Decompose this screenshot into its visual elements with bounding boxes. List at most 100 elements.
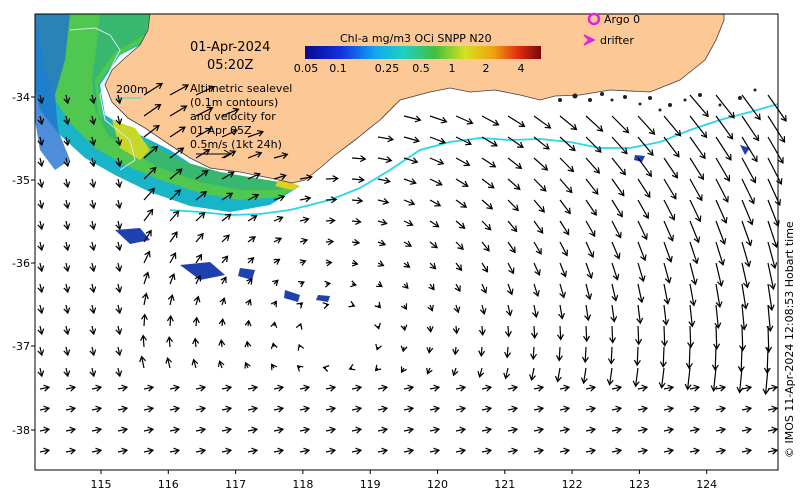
velocity-arrow [426, 346, 434, 354]
x-tick-label: 121 [494, 478, 515, 491]
velocity-arrow [403, 426, 415, 434]
velocity-arrow [663, 447, 675, 455]
velocity-arrow [637, 136, 654, 157]
velocity-arrow [533, 447, 545, 455]
velocity-arrow [143, 447, 155, 455]
velocity-arrow [351, 238, 361, 246]
velocity-arrow [89, 325, 97, 336]
velocity-arrow [637, 426, 649, 434]
velocity-arrow [37, 325, 45, 336]
velocity-arrow [325, 238, 335, 246]
velocity-arrow [689, 199, 702, 223]
velocity-arrow [689, 136, 706, 160]
velocity-arrow [637, 405, 649, 413]
velocity-arrow [374, 322, 381, 330]
velocity-arrow [741, 115, 760, 142]
velocity-arrow [403, 240, 413, 247]
velocity-arrow [429, 199, 442, 207]
velocity-arrow [375, 343, 382, 351]
velocity-arrow [143, 145, 159, 159]
velocity-arrow [37, 283, 45, 294]
colorbar-tick-label: 2 [483, 62, 490, 75]
velocity-arrow [689, 220, 701, 244]
velocity-arrow [403, 178, 417, 185]
velocity-arrow [143, 426, 155, 434]
velocity-arrow [559, 283, 566, 299]
velocity-arrow [585, 178, 599, 195]
velocity-arrow [559, 447, 571, 455]
velocity-arrow [195, 169, 209, 180]
velocity-arrow [429, 220, 440, 228]
velocity-arrow [559, 262, 567, 278]
velocity-arrow [193, 295, 201, 306]
velocity-arrow [91, 405, 103, 413]
velocity-arrow [533, 178, 547, 192]
velocity-arrow [689, 157, 704, 181]
drifter-marker-icon [583, 34, 596, 46]
annotation-line: (0.1m contours) [190, 96, 278, 109]
velocity-arrow [403, 157, 419, 165]
x-tick-label: 120 [427, 478, 448, 491]
velocity-arrow [89, 136, 97, 147]
velocity-arrow [169, 210, 180, 222]
velocity-arrow [429, 136, 447, 145]
velocity-arrow [480, 283, 488, 294]
velocity-arrow [89, 94, 97, 105]
velocity-arrow [741, 178, 755, 205]
velocity-arrow [115, 262, 123, 273]
velocity-arrow [533, 405, 545, 413]
velocity-arrow [115, 283, 123, 294]
velocity-arrow [63, 304, 71, 315]
date-label: 01-Apr-2024 [190, 40, 270, 55]
velocity-arrow [429, 241, 438, 249]
velocity-arrow [139, 355, 147, 369]
velocity-arrow [244, 340, 252, 348]
velocity-arrow [141, 292, 149, 306]
velocity-arrow [143, 166, 157, 180]
argo-marker-icon [587, 12, 601, 26]
velocity-arrow [169, 252, 177, 264]
velocity-arrow [169, 384, 181, 392]
velocity-arrow [429, 426, 441, 434]
velocity-arrow [429, 115, 448, 124]
velocity-arrow [166, 335, 174, 348]
velocity-arrow [37, 367, 45, 378]
velocity-arrow [117, 384, 129, 392]
velocity-arrow [505, 304, 513, 317]
velocity-arrow [351, 217, 362, 225]
velocity-arrow [583, 325, 591, 343]
velocity-arrow [270, 300, 277, 308]
velocity-arrow [400, 366, 407, 374]
velocity-arrow [637, 384, 649, 392]
velocity-arrow [559, 157, 575, 173]
velocity-arrow [585, 199, 597, 217]
velocity-arrow [455, 262, 463, 272]
velocity-arrow [477, 367, 485, 378]
velocity-arrow [611, 199, 623, 218]
velocity-arrow [452, 346, 460, 356]
velocity-arrow [503, 367, 511, 380]
velocity-arrow [533, 220, 544, 234]
velocity-arrow [169, 126, 186, 138]
velocity-arrow [65, 426, 77, 434]
velocity-arrow [715, 241, 726, 266]
velocity-arrow [115, 367, 123, 378]
velocity-arrow [504, 325, 512, 338]
velocity-arrow [580, 367, 588, 385]
velocity-arrow [715, 384, 727, 392]
velocity-arrow [169, 105, 188, 117]
velocity-arrow [637, 199, 649, 220]
velocity-arrow [687, 325, 695, 349]
velocity-arrow [658, 367, 666, 389]
velocity-arrow [63, 367, 71, 378]
velocity-arrow [504, 346, 512, 359]
velocity-arrow [455, 115, 474, 125]
velocity-arrow [89, 178, 97, 189]
velocity-arrow [633, 346, 641, 367]
velocity-arrow [117, 447, 129, 455]
colorbar-tick-label: 0.5 [412, 62, 430, 75]
velocity-arrow [273, 215, 284, 223]
velocity-arrow [403, 199, 416, 206]
velocity-arrow [192, 337, 200, 348]
